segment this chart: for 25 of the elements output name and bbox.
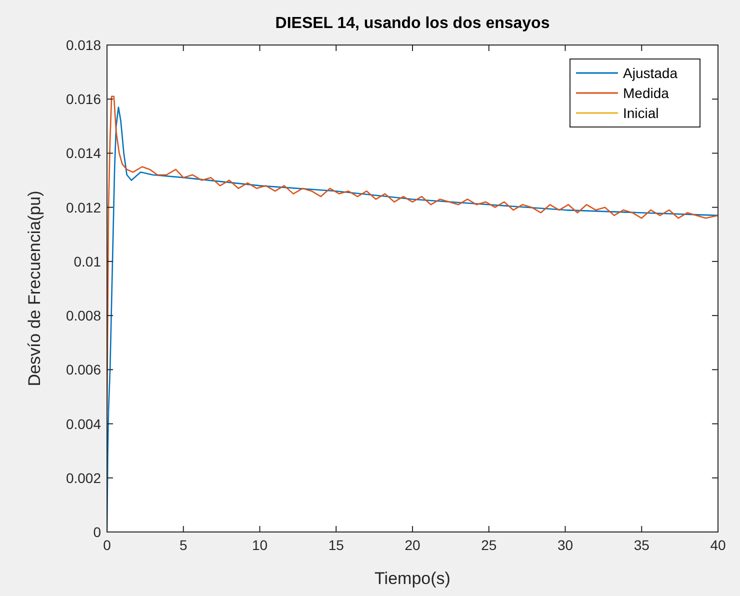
- y-tick-label: 0.008: [66, 308, 102, 324]
- x-tick-label: 35: [634, 537, 650, 553]
- x-tick-label: 30: [557, 537, 574, 553]
- x-tick-label: 10: [252, 537, 268, 553]
- legend-label: Ajustada: [623, 65, 678, 81]
- x-tick-label: 40: [710, 537, 726, 553]
- y-tick-label: 0.016: [66, 91, 102, 108]
- x-tick-label: 20: [404, 537, 420, 553]
- y-tick-label: 0.014: [66, 145, 102, 162]
- y-axis-title: Desvío de Frecuencia(pu): [25, 190, 44, 386]
- chart-title: DIESEL 14, usando los dos ensayos: [275, 15, 550, 32]
- y-tick-label: 0.012: [66, 199, 102, 216]
- y-tick-label: 0: [93, 524, 102, 540]
- legend-label: Inicial: [623, 105, 659, 121]
- y-tick-label: 0.018: [66, 37, 102, 53]
- y-tick-label: 0.006: [66, 362, 102, 378]
- y-tick-label: 0.002: [66, 470, 102, 486]
- y-tick-label: 0.01: [74, 253, 102, 270]
- x-tick-label: 25: [481, 537, 497, 553]
- x-tick-label: 5: [179, 537, 188, 553]
- legend-label: Medida: [623, 85, 670, 101]
- y-tick-label: 0.004: [66, 416, 102, 432]
- x-tick-label: 15: [328, 537, 344, 553]
- x-axis-title: Tiempo(s): [374, 569, 450, 588]
- x-tick-label: 0: [103, 537, 112, 553]
